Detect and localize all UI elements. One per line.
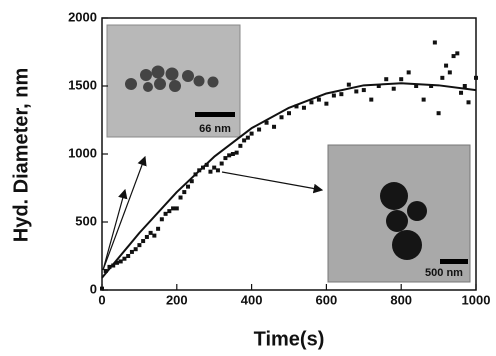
data-point [227,153,231,157]
arrows [103,157,322,270]
data-point [216,168,220,172]
x-axis-label: Time(s) [254,328,325,350]
data-point [280,115,284,119]
y-tick-label: 2000 [68,9,97,24]
data-point [145,235,149,239]
y-tick-label: 1500 [68,77,97,92]
data-point [235,151,239,155]
data-point [149,231,153,235]
data-point [212,166,216,170]
x-tick-label: 1000 [462,292,491,307]
data-point [459,91,463,95]
data-point [332,94,336,98]
data-point [242,138,246,142]
y-axis-label: Hyd. Diameter, nm [10,68,32,243]
y-tick-label: 1000 [68,145,97,160]
data-point [347,83,351,87]
data-point [134,247,138,251]
data-point [384,77,388,81]
scale-label: 500 nm [425,267,463,279]
data-point [362,88,366,92]
data-point [467,100,471,104]
data-point [444,64,448,68]
x-tick-label: 800 [390,292,412,307]
data-point [455,51,459,55]
data-point [272,125,276,129]
data-point [130,250,134,254]
data-point [440,76,444,80]
data-point [152,234,156,238]
data-point [167,209,171,213]
data-point [422,98,426,102]
data-point [231,152,235,156]
data-point [141,239,145,243]
data-point [354,89,358,93]
data-point [156,227,160,231]
data-point [257,128,261,132]
data-point [250,132,254,136]
data-point [164,212,168,216]
data-point [474,76,478,80]
data-point [171,206,175,210]
data-point [309,100,313,104]
data-point [324,102,328,106]
data-point [100,287,104,291]
chart: 66 nm 500 nm Time(s) Hyd. Diameter, nm 0… [0,0,496,356]
data-point [392,87,396,91]
data-point [208,170,212,174]
inset-image-large [328,145,470,282]
data-point [122,257,126,261]
data-point [238,144,242,148]
inset-image-small [107,25,240,137]
data-point [399,77,403,81]
data-point [220,162,224,166]
data-point [302,106,306,110]
page: {"chart_data": {"type": "scatter", "xlab… [0,0,496,356]
x-tick-label: 600 [316,292,338,307]
data-point [126,254,130,258]
data-point [369,98,373,102]
data-point [339,92,343,96]
data-point [119,259,123,263]
data-point [137,243,141,247]
x-tick-label: 0 [98,292,105,307]
data-point [287,111,291,115]
data-point [246,136,250,140]
data-point [223,156,227,160]
x-tick-label: 200 [166,292,188,307]
data-point [407,70,411,74]
data-point [175,206,179,210]
data-point [160,217,164,221]
data-point [437,111,441,115]
y-tick-label: 0 [90,281,97,296]
y-tick-label: 500 [75,213,97,228]
data-point [186,185,190,189]
data-point [463,84,467,88]
data-point [433,40,437,44]
data-point [452,54,456,58]
scale-label: 66 nm [199,123,231,135]
data-point [179,196,183,200]
x-tick-label: 400 [241,292,263,307]
data-point [448,70,452,74]
data-point [182,190,186,194]
data-point [317,98,321,102]
